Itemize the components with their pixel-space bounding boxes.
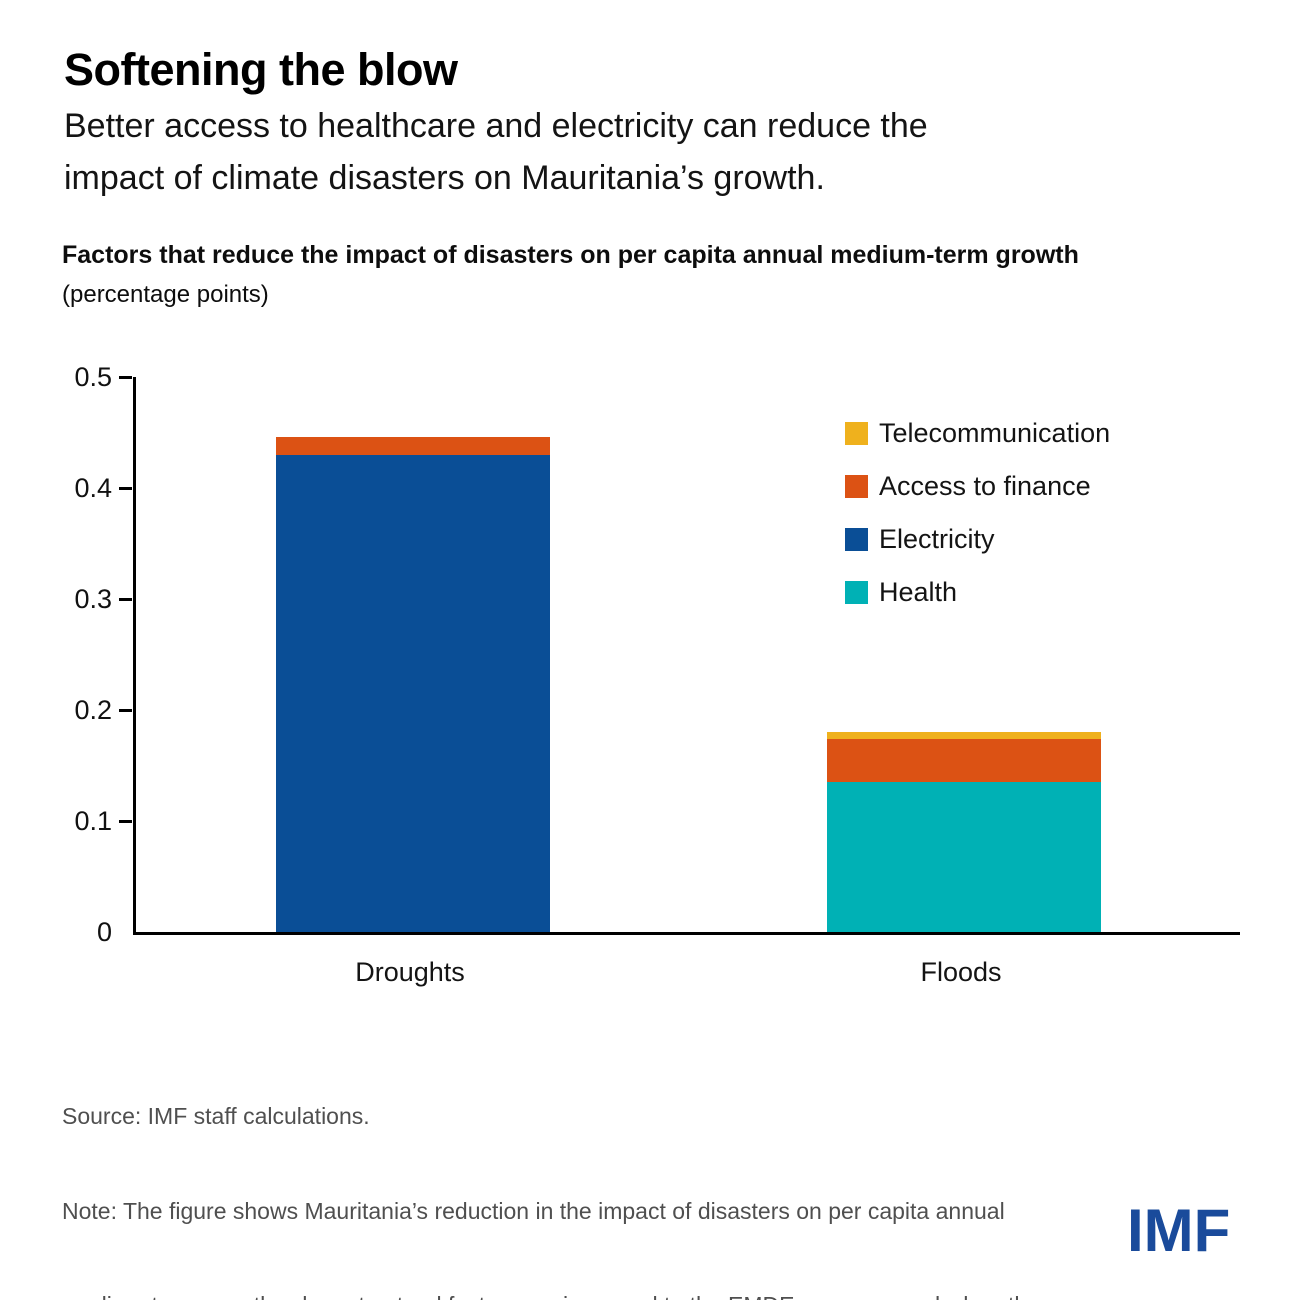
legend-label: Health	[879, 577, 958, 607]
legend-swatch-icon	[845, 422, 868, 445]
legend-swatch-icon	[845, 528, 868, 551]
legend-label: Access to finance	[879, 471, 1091, 501]
y-tick-label: 0.1	[74, 806, 112, 836]
y-tick	[119, 375, 132, 379]
plot-area	[133, 377, 1240, 935]
legend-label: Telecommunication	[879, 418, 1111, 448]
bar-segment-floods-access-to-finance	[827, 738, 1101, 783]
page-title: Softening the blow	[64, 44, 458, 95]
footer-source: Source: IMF staff calculations.	[62, 1103, 370, 1129]
y-tick-label: 0	[96, 917, 112, 947]
imf-logo: IMF	[1127, 1197, 1231, 1264]
y-tick-label: 0.3	[74, 584, 112, 614]
footer: Source: IMF staff calculations. Note: Th…	[62, 1038, 1040, 1300]
y-tick-label: 0.4	[74, 473, 112, 503]
y-tick	[119, 597, 132, 601]
legend-item-health: Health	[845, 577, 1110, 607]
bar-segment-floods-health	[827, 782, 1101, 932]
bar-segment-floods-telecommunication	[827, 732, 1101, 739]
legend-label: Electricity	[879, 524, 995, 554]
chart-heading: Factors that reduce the impact of disast…	[62, 241, 1079, 269]
legend-swatch-icon	[845, 475, 868, 498]
legend-item-electricity: Electricity	[845, 524, 1110, 554]
footer-note-line: Note: The figure shows Mauritania’s redu…	[62, 1197, 1005, 1224]
page-subtitle-line: impact of climate disasters on Mauritani…	[64, 159, 825, 197]
y-tick-label: 0.2	[74, 695, 112, 725]
footer-note-line: medium-term growth, when structural fact…	[62, 1290, 1040, 1300]
bar-segment-droughts-electricity	[276, 454, 550, 932]
legend-item-telecommunication: Telecommunication	[845, 418, 1110, 448]
bar-segment-droughts-access-to-finance	[276, 436, 550, 455]
y-tick	[119, 819, 132, 823]
y-tick	[119, 708, 132, 712]
x-axis-label-droughts: Droughts	[355, 957, 465, 987]
page-subtitle: Better access to healthcare and electric…	[64, 100, 928, 204]
y-tick	[119, 486, 132, 490]
x-axis-label-floods: Floods	[920, 957, 1002, 987]
page-subtitle-line: Better access to healthcare and electric…	[64, 107, 928, 145]
legend-swatch-icon	[845, 581, 868, 604]
y-tick-label: 0.5	[74, 362, 112, 392]
chart-unit-label: (percentage points)	[62, 281, 269, 308]
legend: Telecommunication Access to finance Electr…	[845, 418, 1110, 634]
legend-item-access-to-finance: Access to finance	[845, 471, 1110, 501]
